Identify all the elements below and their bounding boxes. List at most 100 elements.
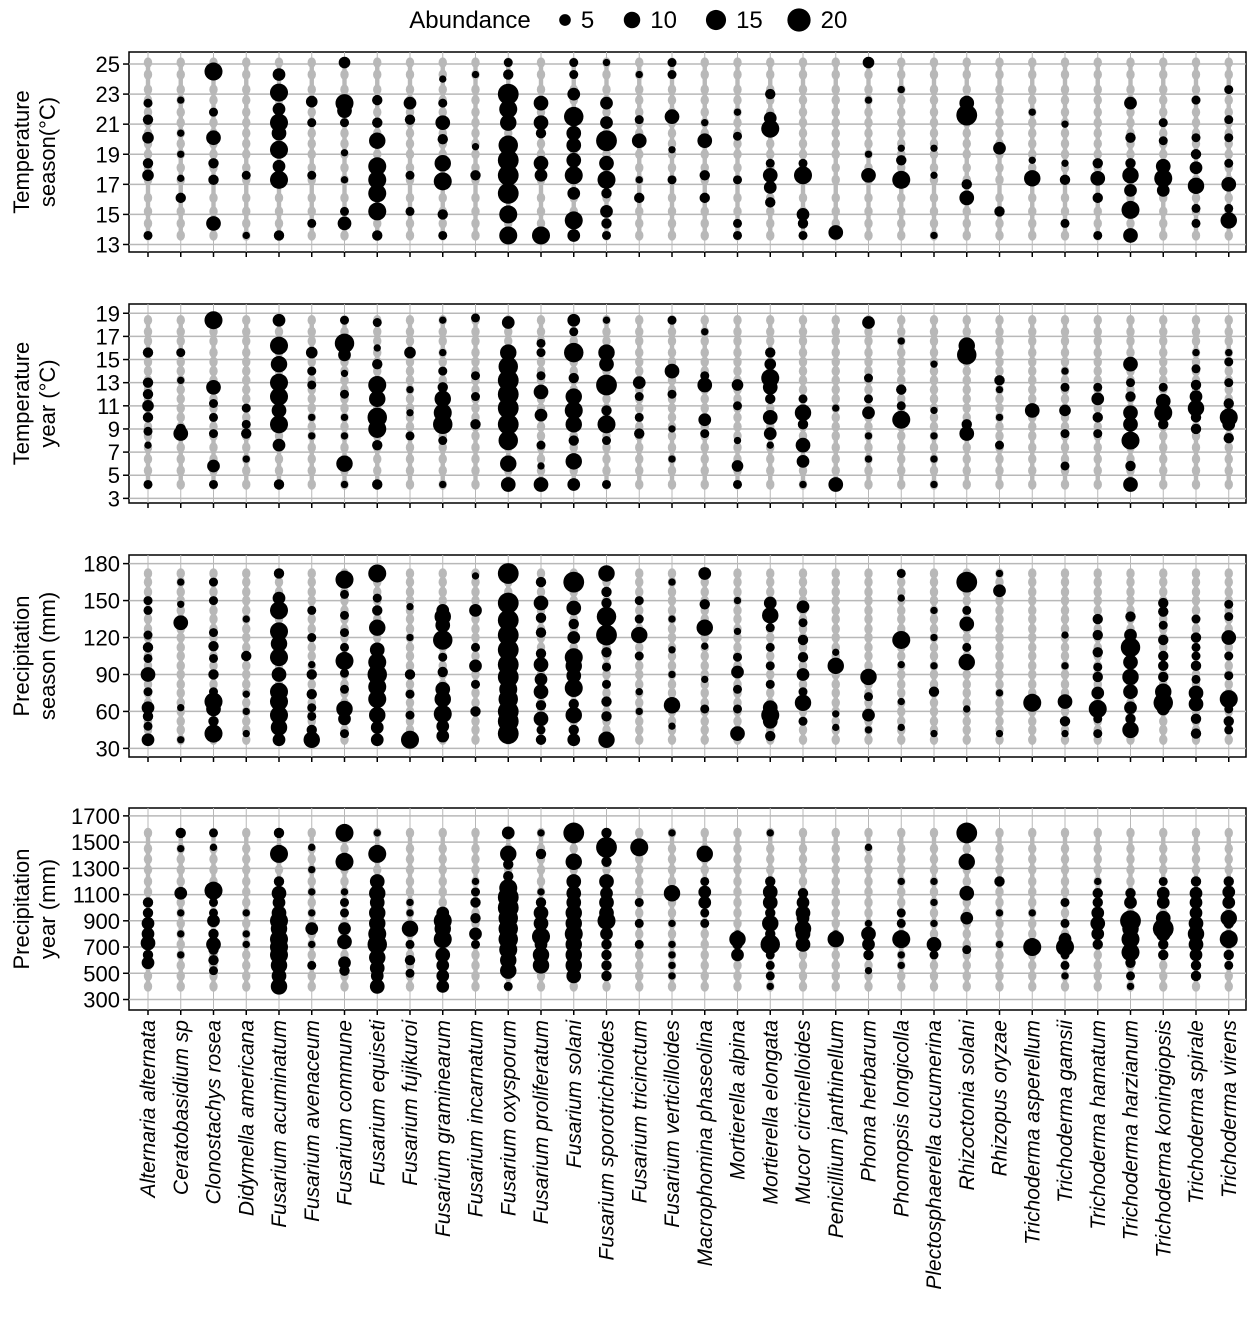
data-point	[533, 657, 549, 672]
data-point	[863, 692, 874, 702]
data-point	[336, 455, 353, 472]
data-point	[340, 480, 349, 489]
data-point	[1059, 404, 1071, 417]
background-column	[342, 62, 347, 236]
data-point	[995, 729, 1004, 738]
data-point	[208, 828, 219, 838]
data-point	[897, 951, 905, 959]
data-point	[564, 106, 584, 127]
data-point	[306, 669, 317, 680]
data-point	[601, 597, 612, 609]
legend-label-20: 20	[821, 7, 848, 34]
data-point	[930, 919, 938, 928]
data-point	[864, 150, 873, 158]
y-tick-label: 23	[96, 82, 120, 107]
data-point	[1158, 136, 1168, 146]
background-column	[1062, 573, 1068, 740]
background-column	[178, 573, 183, 740]
data-point	[142, 131, 154, 144]
species-label: Clonostachys rosea	[203, 1020, 226, 1204]
data-point	[959, 885, 975, 901]
data-point	[863, 949, 874, 961]
data-point	[406, 409, 414, 417]
data-point	[765, 907, 776, 919]
data-point	[405, 968, 415, 978]
data-point	[535, 612, 547, 624]
data-point	[177, 909, 185, 917]
data-point	[892, 930, 911, 949]
background-column	[637, 320, 642, 485]
data-point	[405, 710, 415, 720]
data-point	[1120, 910, 1141, 932]
data-point	[1093, 429, 1103, 439]
data-point	[372, 318, 382, 328]
data-point	[1092, 888, 1103, 899]
data-point	[765, 971, 775, 981]
data-point	[434, 390, 451, 408]
data-point	[1155, 393, 1171, 409]
data-point	[601, 436, 612, 446]
background-column	[931, 573, 937, 740]
data-point	[602, 58, 611, 67]
species-label: Rhizopus oryzae	[989, 1020, 1012, 1176]
data-point	[208, 653, 219, 663]
data-point	[368, 690, 387, 709]
data-point	[993, 584, 1006, 598]
data-point	[793, 166, 813, 185]
y-tick-label: 90	[96, 662, 120, 687]
data-point	[1155, 910, 1171, 926]
background-column	[964, 320, 969, 485]
data-point	[271, 885, 287, 901]
data-point	[369, 904, 386, 922]
data-point	[535, 576, 547, 588]
data-point	[930, 898, 938, 907]
data-point	[499, 226, 518, 245]
data-point	[438, 366, 448, 376]
data-point	[1158, 606, 1169, 617]
data-point	[864, 843, 873, 852]
data-point	[897, 697, 905, 706]
data-point	[470, 642, 481, 652]
data-point	[1061, 972, 1069, 980]
data-point	[897, 723, 905, 732]
data-point	[667, 315, 677, 325]
data-point	[762, 915, 779, 932]
data-point	[400, 730, 420, 749]
data-point	[993, 141, 1006, 155]
background-column	[1226, 832, 1231, 987]
data-point	[956, 104, 978, 126]
data-point	[798, 230, 808, 240]
data-point	[339, 684, 350, 694]
y-axis-label: year (°C)	[35, 359, 60, 447]
data-point	[960, 911, 974, 925]
data-point	[1221, 176, 1237, 192]
data-point	[698, 567, 712, 580]
data-point	[635, 688, 643, 696]
data-point	[861, 167, 876, 183]
background-column	[375, 62, 380, 236]
data-point	[269, 336, 289, 355]
data-point	[470, 887, 481, 897]
data-point	[634, 392, 644, 402]
plot-frame	[128, 51, 1247, 253]
data-point	[598, 731, 615, 748]
data-point	[338, 956, 351, 970]
y-tick-label: 5	[108, 463, 120, 488]
data-point	[668, 829, 676, 837]
data-point	[599, 874, 614, 889]
data-point	[470, 706, 481, 717]
data-point	[470, 392, 481, 402]
y-tick-label: 17	[96, 324, 120, 349]
data-point	[143, 98, 153, 108]
data-point	[208, 966, 219, 976]
species-label: Rhizoctonia solani	[956, 1019, 979, 1191]
data-point	[566, 137, 582, 153]
data-point	[699, 192, 710, 204]
data-point	[308, 909, 316, 917]
data-point	[469, 659, 482, 673]
data-point	[499, 879, 518, 898]
data-point	[1125, 971, 1136, 981]
background-column	[1030, 62, 1035, 236]
y-tick-label: 700	[83, 935, 120, 960]
data-point	[1158, 118, 1168, 128]
